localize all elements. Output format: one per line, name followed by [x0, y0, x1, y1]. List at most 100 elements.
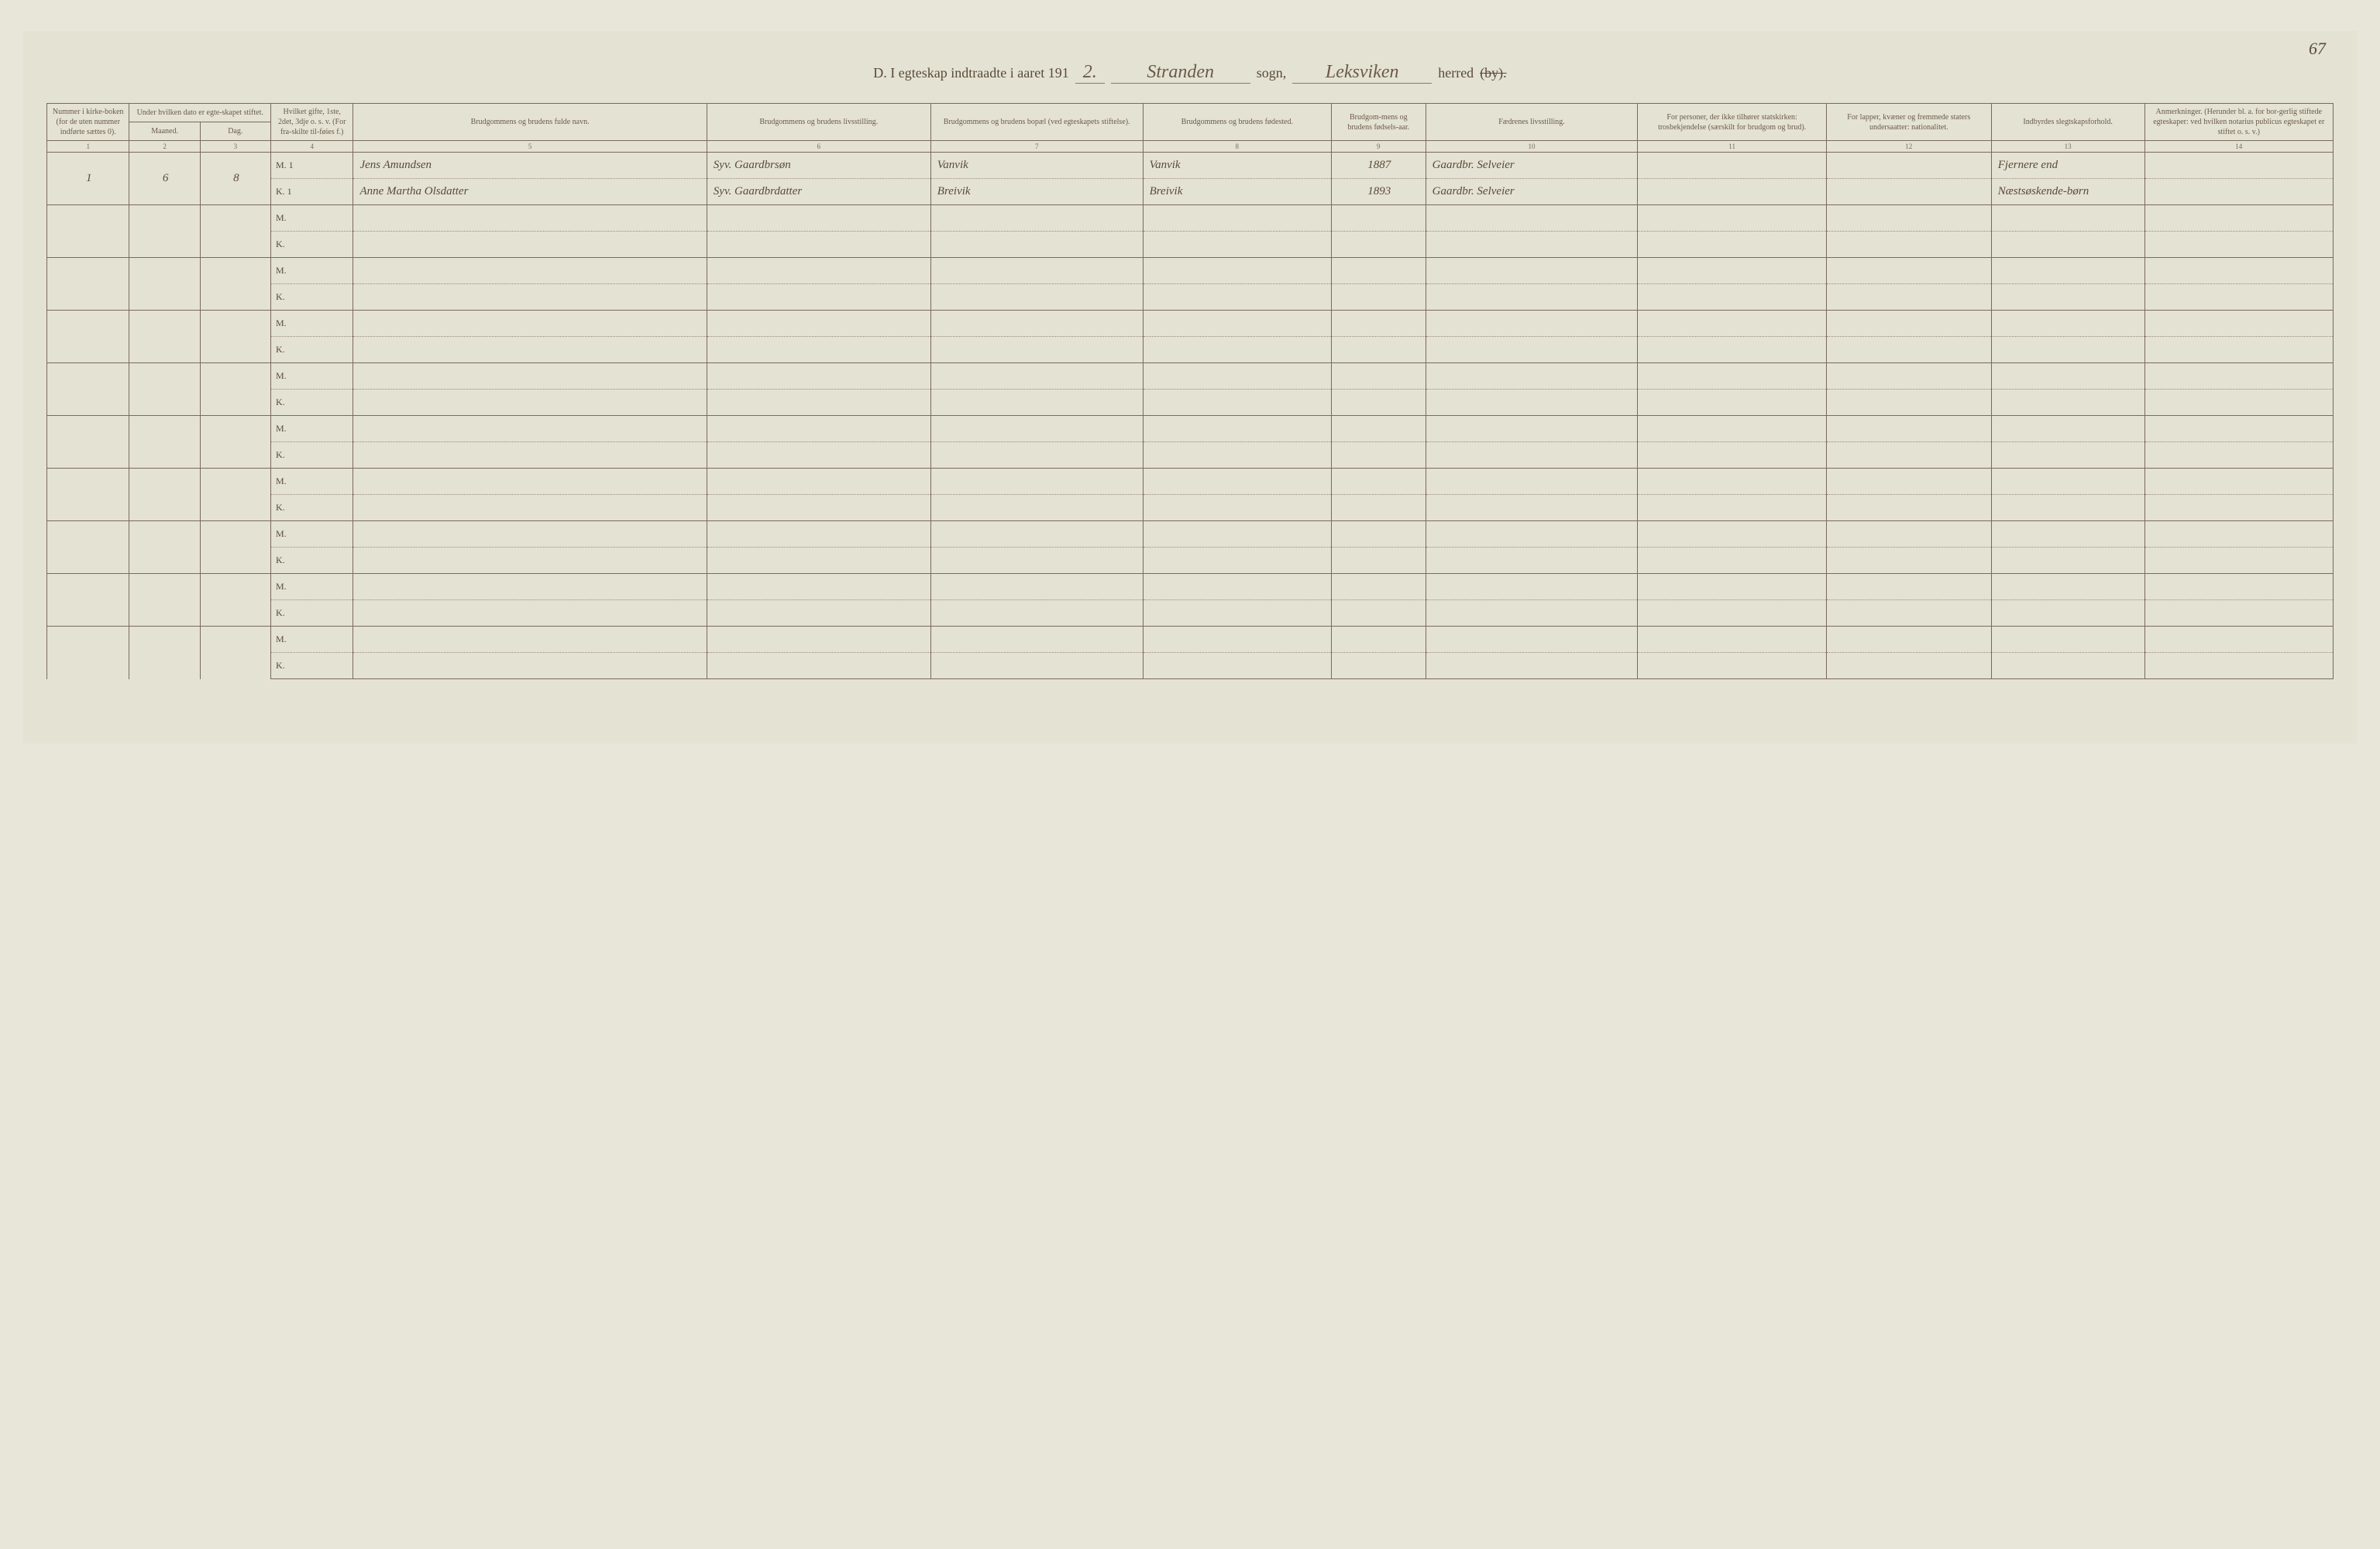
cell-remarks [2144, 390, 2333, 416]
column-number-row: 1 2 3 4 5 6 7 8 9 10 11 12 13 14 [47, 141, 2334, 153]
cell-kinship [1991, 600, 2144, 627]
colnum: 9 [1331, 141, 1426, 153]
cell-nationality [1826, 311, 1991, 337]
cell-mk-k: K. [270, 600, 353, 627]
cell-remarks [2144, 232, 2333, 258]
cell-occupation [707, 442, 930, 469]
cell-remarks [2144, 179, 2333, 205]
colnum: 13 [1991, 141, 2144, 153]
header-herred-value: Leksviken [1292, 62, 1432, 84]
cell-birthyear [1331, 258, 1426, 284]
cell-remarks [2144, 284, 2333, 311]
col-header-4: Hvilket gifte, 1ste, 2det, 3dje o. s. v.… [270, 104, 353, 141]
colnum: 12 [1826, 141, 1991, 153]
cell-father-occupation: Gaardbr. Selveier [1426, 179, 1638, 205]
cell-name [353, 495, 707, 521]
cell-confession [1638, 311, 1826, 337]
cell-occupation [707, 337, 930, 363]
col-header-7: Brudgommens og brudens bopæl (ved egtesk… [930, 104, 1143, 141]
cell-day [200, 205, 270, 258]
cell-birthplace [1143, 600, 1331, 627]
cell-residence [930, 205, 1143, 232]
cell-day [200, 416, 270, 469]
cell-num [47, 416, 129, 469]
cell-name [353, 548, 707, 574]
cell-nationality [1826, 548, 1991, 574]
colnum: 4 [270, 141, 353, 153]
cell-name [353, 627, 707, 653]
cell-day [200, 574, 270, 627]
cell-remarks [2144, 337, 2333, 363]
cell-father-occupation [1426, 627, 1638, 653]
cell-confession [1638, 153, 1826, 179]
colnum: 8 [1143, 141, 1331, 153]
cell-nationality [1826, 574, 1991, 600]
cell-occupation [707, 548, 930, 574]
cell-father-occupation [1426, 442, 1638, 469]
cell-mk-k: K. [270, 548, 353, 574]
cell-nationality [1826, 521, 1991, 548]
cell-kinship [1991, 311, 2144, 337]
cell-kinship [1991, 337, 2144, 363]
table-row: M. [47, 258, 2334, 284]
table-row: K. [47, 442, 2334, 469]
cell-month [129, 469, 200, 521]
cell-birthyear [1331, 390, 1426, 416]
cell-remarks [2144, 442, 2333, 469]
colnum: 5 [353, 141, 707, 153]
cell-father-occupation: Gaardbr. Selveier [1426, 153, 1638, 179]
cell-confession [1638, 284, 1826, 311]
cell-mk-m: M. [270, 574, 353, 600]
cell-nationality [1826, 469, 1991, 495]
cell-residence [930, 653, 1143, 679]
cell-kinship [1991, 521, 2144, 548]
cell-remarks [2144, 311, 2333, 337]
cell-nationality [1826, 258, 1991, 284]
cell-confession [1638, 469, 1826, 495]
cell-nationality [1826, 627, 1991, 653]
cell-residence: Breivik [930, 179, 1143, 205]
cell-mk-k: K. [270, 442, 353, 469]
cell-birthplace: Breivik [1143, 179, 1331, 205]
cell-occupation [707, 627, 930, 653]
cell-remarks [2144, 627, 2333, 653]
col-header-2-3: Under hvilken dato er egte-skapet stifte… [129, 104, 271, 122]
cell-kinship [1991, 390, 2144, 416]
cell-num [47, 363, 129, 416]
col-header-3: Dag. [200, 122, 270, 141]
cell-num [47, 258, 129, 311]
cell-residence [930, 442, 1143, 469]
cell-confession [1638, 442, 1826, 469]
cell-confession [1638, 521, 1826, 548]
cell-kinship: Næstsøskende-børn [1991, 179, 2144, 205]
col-header-8: Brudgommens og brudens fødested. [1143, 104, 1331, 141]
page-number: 67 [2309, 39, 2326, 59]
cell-father-occupation [1426, 363, 1638, 390]
cell-birthyear [1331, 416, 1426, 442]
cell-birthplace [1143, 521, 1331, 548]
cell-residence [930, 574, 1143, 600]
table-body: 168M. 1Jens AmundsenSyv. GaardbrsønVanvi… [47, 153, 2334, 679]
cell-confession [1638, 627, 1826, 653]
cell-birthyear [1331, 574, 1426, 600]
cell-nationality [1826, 232, 1991, 258]
cell-mk-m: M. [270, 258, 353, 284]
cell-nationality [1826, 495, 1991, 521]
cell-birthyear [1331, 627, 1426, 653]
cell-residence [930, 337, 1143, 363]
cell-nationality [1826, 205, 1991, 232]
cell-confession [1638, 495, 1826, 521]
col-header-11: For personer, der ikke tilhører statskir… [1638, 104, 1826, 141]
cell-name [353, 521, 707, 548]
cell-birthplace [1143, 284, 1331, 311]
table-row: M. [47, 205, 2334, 232]
cell-birthplace [1143, 311, 1331, 337]
cell-birthyear [1331, 337, 1426, 363]
cell-name [353, 363, 707, 390]
cell-birthyear: 1887 [1331, 153, 1426, 179]
table-row: K. [47, 653, 2334, 679]
cell-father-occupation [1426, 337, 1638, 363]
cell-month [129, 363, 200, 416]
cell-birthyear [1331, 311, 1426, 337]
cell-mk-m: M. [270, 521, 353, 548]
